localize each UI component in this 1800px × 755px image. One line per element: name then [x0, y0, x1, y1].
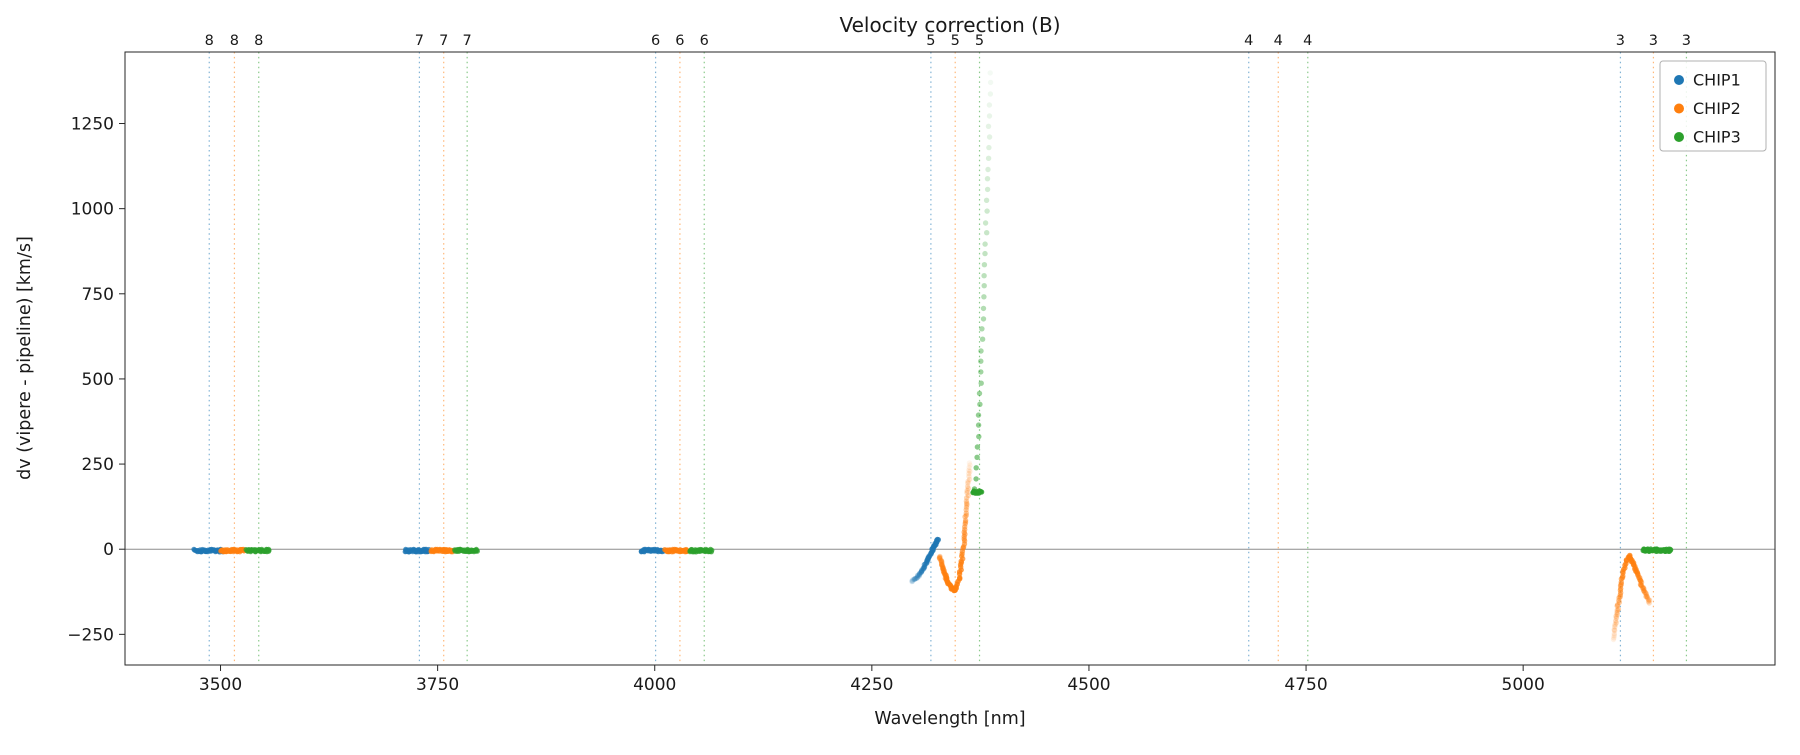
x-tick-label: 4000	[633, 675, 676, 695]
series-CHIP1	[191, 536, 941, 585]
order-edge-label: 7	[415, 33, 424, 49]
order-edge-label: 5	[951, 33, 960, 49]
order-edge-label: 3	[1682, 33, 1691, 49]
order-edge-label: 3	[1616, 33, 1625, 49]
order-edge-label: 7	[439, 33, 448, 49]
y-axis-label: dv (vipere - pipeline) [km/s]	[15, 236, 35, 480]
x-tick-label: 3750	[416, 675, 459, 695]
chart-title: Velocity correction (B)	[840, 13, 1061, 37]
legend-label: CHIP1	[1693, 71, 1741, 90]
order-edge-label: 8	[205, 33, 214, 49]
x-tick-label: 3500	[199, 675, 242, 695]
x-tick-label: 4750	[1284, 675, 1327, 695]
x-tick-label: 4250	[850, 675, 893, 695]
y-tick-label: 750	[82, 285, 114, 305]
y-tick-label: 250	[82, 455, 114, 475]
legend-label: CHIP2	[1693, 99, 1741, 118]
y-tick-label: −250	[67, 625, 114, 645]
x-tick-label: 5000	[1502, 675, 1545, 695]
legend: CHIP1 CHIP2 CHIP3	[1659, 60, 1767, 152]
legend-box	[1659, 60, 1767, 152]
order-edge-label: 8	[230, 33, 239, 49]
plot-frame	[124, 51, 1776, 666]
order-edge-label: 8	[254, 33, 263, 49]
series-CHIP3	[243, 70, 1674, 555]
order-edge-label: 5	[975, 33, 984, 49]
y-tick-label: 0	[103, 540, 114, 560]
x-tick-label: 4500	[1067, 675, 1110, 695]
y-tick-label: 500	[82, 370, 114, 390]
order-edge-label: 4	[1274, 33, 1283, 49]
order-edge-label: 4	[1244, 33, 1253, 49]
legend-label: CHIP3	[1693, 128, 1741, 147]
y-tick-label: 1250	[71, 115, 114, 135]
order-edge-label: 4	[1303, 33, 1312, 49]
legend-marker-CHIP3	[1674, 132, 1684, 142]
order-edge-label: 6	[700, 33, 709, 49]
legend-marker-CHIP2	[1674, 103, 1684, 114]
x-axis-label: Wavelength [nm]	[874, 709, 1025, 729]
axes: 3500 3750 4000 4250 4500 4750 5000 −250 0 250 500 7…	[67, 51, 1776, 695]
order-edge-label: 6	[675, 33, 684, 49]
y-tick-label: 1000	[71, 200, 114, 220]
scatter-data	[191, 70, 1674, 643]
order-edge-label: 6	[651, 33, 660, 49]
order-edge-label: 3	[1649, 33, 1658, 49]
order-edge-label: 7	[463, 33, 472, 49]
series-CHIP2	[218, 460, 1653, 643]
order-edge-label: 5	[926, 33, 935, 49]
legend-marker-CHIP1	[1674, 75, 1684, 85]
